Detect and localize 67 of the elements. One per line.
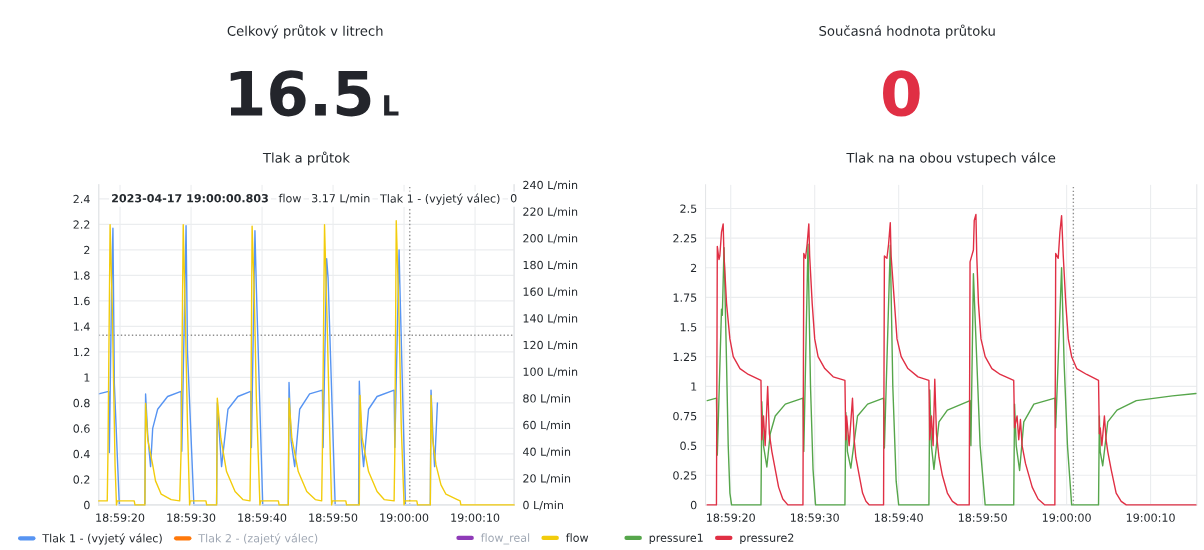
x-tick-label: 19:00:00 <box>380 513 429 522</box>
y2-tick-label: 240 L/min <box>523 180 578 191</box>
y-tick-label: 1.8 <box>73 271 90 280</box>
y-tick-label: 0.75 <box>673 411 697 421</box>
y-tick-label: 0.2 <box>73 475 90 484</box>
y-tick-label: 1.6 <box>73 296 90 306</box>
y2-tick-label: 100 L/min <box>523 367 578 377</box>
y2-tick-label: 160 L/min <box>523 287 578 297</box>
y-tick-label: 0 <box>84 500 90 510</box>
y-tick-label: 1.2 <box>73 347 90 357</box>
y-tick-label: 0.6 <box>73 424 90 433</box>
x-tick-label: 18:59:30 <box>790 513 839 522</box>
y-tick-label: 0.8 <box>73 398 90 408</box>
x-tick-label: 19:00:10 <box>451 513 500 522</box>
x-tick-label: 19:00:10 <box>1126 513 1175 522</box>
y2-tick-label: 40 L/min <box>522 447 571 457</box>
annotation: 2023-04-17 19:00:00.803 <box>112 194 268 203</box>
x-tick-label: 18:59:20 <box>96 513 145 522</box>
y-tick-label: 1.25 <box>673 352 697 362</box>
legend-label: flow_real <box>480 533 530 545</box>
annotation: 3.17 L/min <box>311 193 370 204</box>
y2-tick-label: 140 L/min <box>523 313 578 324</box>
y2-tick-label: 0 L/min <box>523 500 563 511</box>
text: 0 <box>883 70 920 117</box>
y-tick-label: 2.5 <box>680 204 697 213</box>
y-tick-label: 1.75 <box>673 293 697 302</box>
y-tick-label: 2.2 <box>73 220 90 229</box>
y-tick-label: 1 <box>84 373 90 382</box>
text: L <box>384 95 399 116</box>
y2-tick-label: 180 L/min <box>523 260 578 271</box>
x-tick-label: 18:59:50 <box>309 513 358 522</box>
legend-label: Tlak 2 - (zajetý válec) <box>198 533 318 545</box>
y-tick-label: 0.5 <box>680 441 697 450</box>
chart-title: Tlak na na obou vstupech válce <box>846 152 1056 166</box>
annotation: flow <box>278 193 301 203</box>
x-tick-label: 18:59:40 <box>238 513 287 522</box>
legend-label: pressure2 <box>740 533 794 545</box>
x-tick-label: 18:59:40 <box>874 513 923 522</box>
text: Celkový průtok v litrech <box>227 24 383 39</box>
y-tick-label: 0.4 <box>73 449 90 459</box>
y2-tick-label: 200 L/min <box>523 233 578 244</box>
y-tick-label: 1.4 <box>73 322 90 331</box>
x-tick-label: 18:59:20 <box>707 513 755 522</box>
chart-title: Tlak a průtok <box>262 151 350 166</box>
y2-tick-label: 20 L/min <box>523 474 571 484</box>
y2-tick-label: 220 L/min <box>523 207 578 217</box>
x-tick-label: 19:00:00 <box>1042 513 1091 522</box>
legend-label: Tlak 1 - (vyjetý válec) <box>42 533 162 545</box>
y-tick-label: 0.25 <box>673 471 697 480</box>
y-tick-label: 1.5 <box>680 323 697 332</box>
annotation: Tlak 1 - (vyjetý válec) <box>379 193 500 205</box>
y-tick-label: 0 <box>690 500 697 510</box>
y-tick-label: 1 <box>691 382 697 391</box>
text: Současná hodnota průtoku <box>819 24 995 39</box>
annotation: 0 <box>510 194 517 203</box>
legend-label: pressure1 <box>649 533 703 545</box>
x-tick-label: 18:59:50 <box>958 513 1007 522</box>
legend-label: flow <box>565 533 589 542</box>
y-tick-label: 2 <box>690 263 697 273</box>
x-tick-label: 18:59:30 <box>167 513 216 522</box>
y2-tick-label: 120 L/min <box>523 340 578 351</box>
y-tick-label: 2.25 <box>673 234 697 243</box>
text: 16.5 <box>230 70 371 117</box>
y2-tick-label: 60 L/min <box>523 420 571 431</box>
y-tick-label: 2 <box>84 245 90 255</box>
y2-tick-label: 80 L/min <box>523 393 571 404</box>
y-tick-label: 2.4 <box>73 194 90 204</box>
